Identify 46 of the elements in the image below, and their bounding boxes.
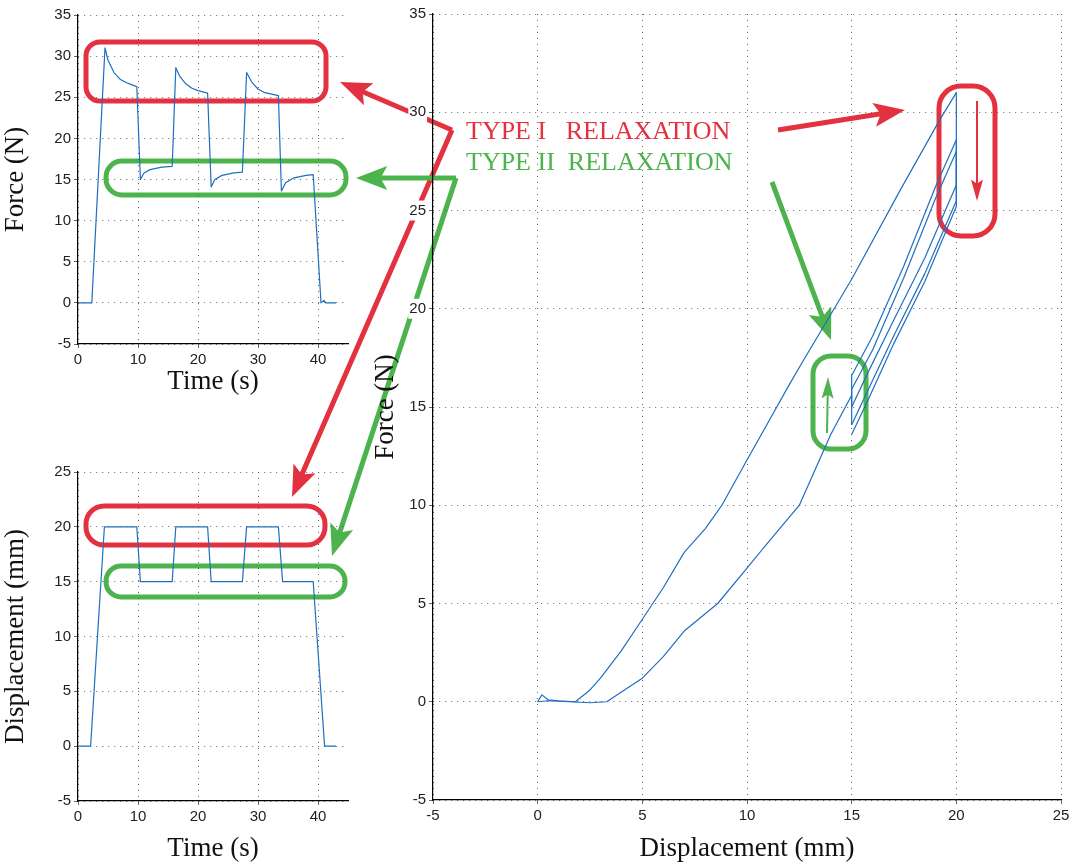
x-tick-label: 30 — [249, 807, 267, 825]
y-tick-label: 30 — [409, 102, 426, 120]
y-tick-label: 0 — [62, 293, 71, 311]
y-tick-label: 20 — [409, 298, 426, 316]
x-axis-title: Displacement (mm) — [639, 831, 855, 862]
y-tick-label: 10 — [409, 495, 426, 513]
x-tick-label: 40 — [309, 807, 327, 825]
y-tick-label: 35 — [409, 4, 426, 22]
y-tick-label: 0 — [62, 736, 71, 754]
y-axis-title: Force (N) — [369, 354, 400, 460]
x-tick-label: 0 — [533, 806, 542, 824]
x-tick-label: 20 — [947, 806, 965, 824]
y-tick-label: 10 — [54, 626, 71, 644]
y-tick-label: 5 — [417, 593, 426, 611]
y-axis-title: Force (N) — [0, 126, 30, 233]
y-tick-label: 30 — [54, 46, 71, 64]
y-tick-label: -5 — [412, 790, 426, 808]
y-tick-label: 35 — [54, 5, 71, 23]
x-tick-label: 0 — [73, 807, 83, 825]
y-tick-label: 20 — [54, 128, 71, 146]
annotation: TYPE I RELAXATION — [466, 116, 731, 145]
x-tick-label: 40 — [309, 350, 327, 368]
y-tick-label: 5 — [62, 251, 71, 269]
y-tick-label: 15 — [54, 169, 71, 187]
x-axis-title: Time (s) — [167, 831, 259, 862]
x-tick-label: 20 — [189, 807, 207, 825]
y-tick-label: 5 — [62, 681, 71, 699]
x-tick-label: 5 — [638, 806, 647, 824]
x-tick-label: 10 — [129, 807, 147, 825]
x-tick-label: 10 — [129, 350, 147, 368]
x-tick-label: 15 — [843, 806, 861, 824]
y-tick-label: -5 — [57, 791, 71, 809]
y-tick-label: 25 — [54, 462, 71, 480]
y-tick-label: -5 — [57, 334, 71, 352]
y-tick-label: 10 — [54, 210, 71, 228]
y-tick-label: 20 — [54, 516, 71, 534]
y-tick-label: 0 — [417, 691, 426, 709]
annotation: TYPE II RELAXATION — [466, 147, 733, 176]
x-tick-label: 25 — [1052, 806, 1070, 824]
y-tick-label: 25 — [409, 200, 426, 218]
y-tick-label: 15 — [54, 571, 71, 589]
y-tick-label: 15 — [409, 397, 426, 415]
x-tick-label: 10 — [738, 806, 756, 824]
y-axis-title: Displacement (mm) — [0, 528, 30, 745]
y-tick-label: 25 — [54, 87, 71, 105]
x-tick-label: 0 — [73, 350, 83, 368]
